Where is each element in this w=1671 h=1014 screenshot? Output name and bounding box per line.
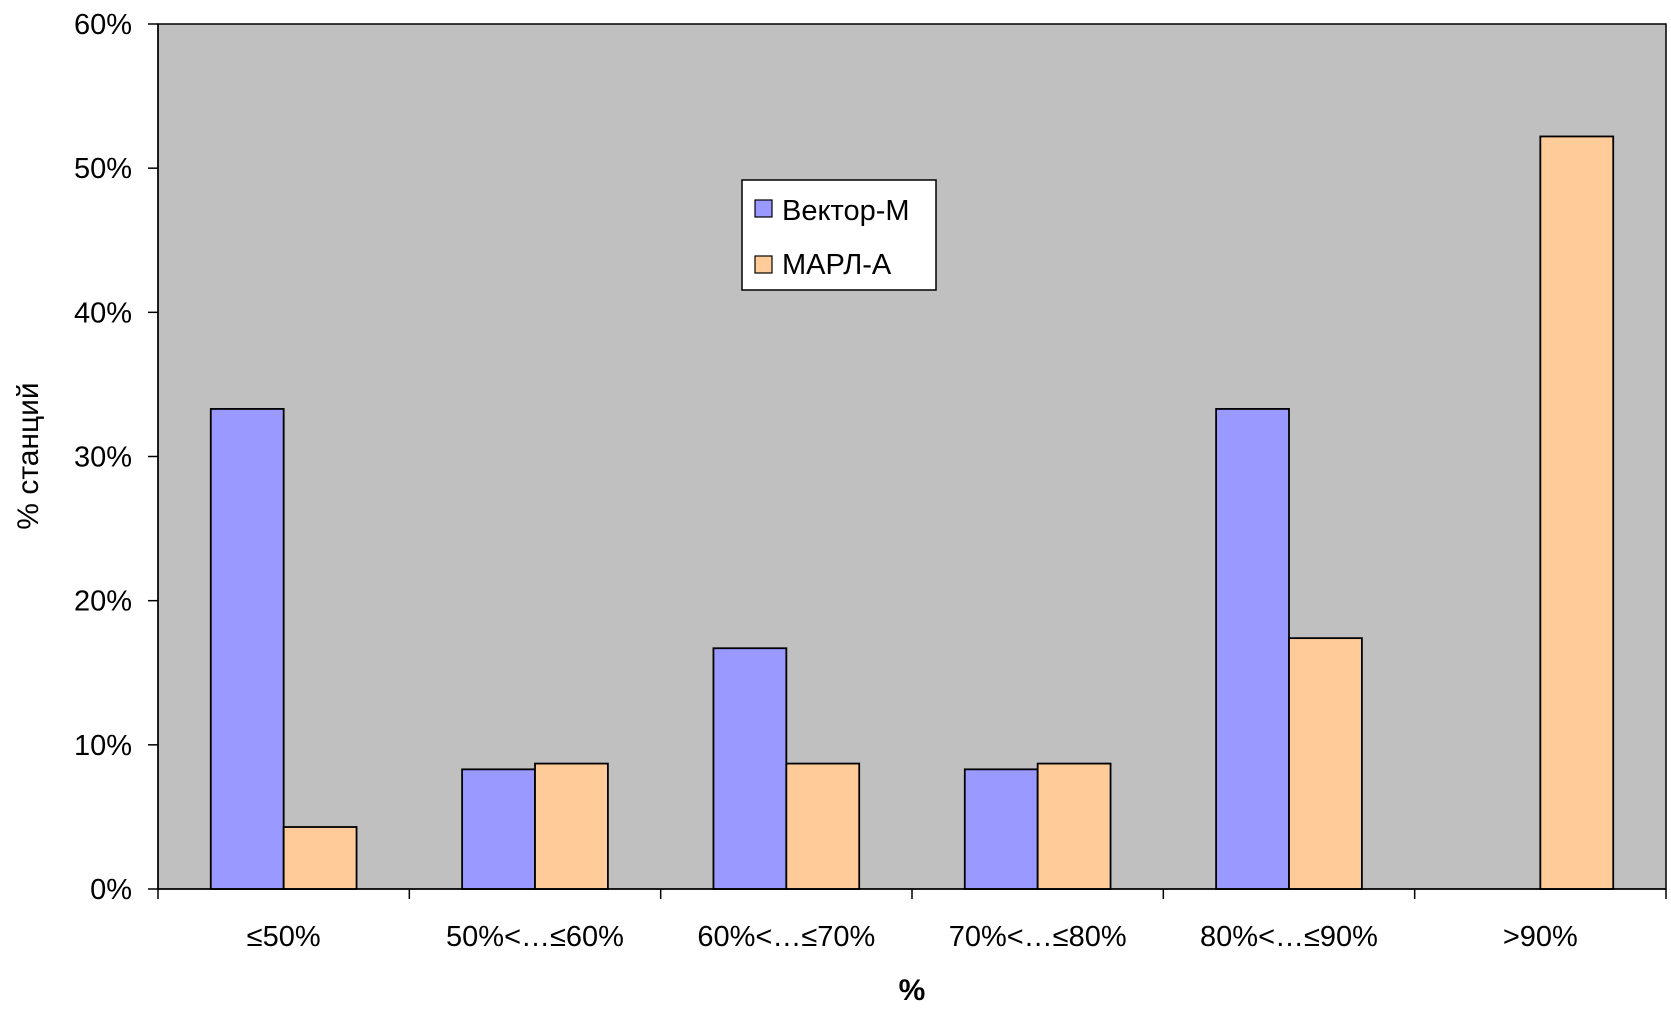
y-axis-title: % станций [12, 382, 45, 529]
bar-vektor-m [1215, 408, 1290, 890]
bar-marl-a [534, 762, 609, 890]
legend-label-vektor: Вектор-М [782, 195, 910, 227]
legend-box [741, 179, 937, 291]
y-tick-label: 50% [74, 153, 132, 185]
bar-marl-a [1539, 135, 1615, 890]
y-tick-label: 0% [90, 874, 132, 906]
bars [209, 135, 1615, 890]
y-tick-label: 30% [74, 442, 132, 474]
legend: Вектор-М МАРЛ-А [741, 179, 937, 291]
bar-vektor-m [461, 768, 536, 890]
y-tick-label: 20% [74, 586, 132, 618]
plot-area [157, 23, 1667, 890]
bar-marl-a [282, 826, 358, 890]
x-tick-label: 80%<…≤90% [1200, 921, 1378, 953]
bar-marl-a [1036, 762, 1112, 890]
bar-marl-a [785, 762, 861, 890]
y-tick-label: 10% [74, 730, 132, 762]
y-tick-label: 40% [74, 297, 132, 329]
x-tick-label: 60%<…≤70% [697, 921, 875, 953]
legend-swatch-marl [754, 255, 773, 274]
x-tick-label: >90% [1503, 921, 1578, 953]
bar-vektor-m [963, 768, 1039, 890]
x-tick-label: ≤50% [247, 921, 321, 953]
y-tick-label: 60% [74, 9, 132, 41]
legend-swatch-vektor [754, 199, 773, 218]
y-axis: 0% 10% 20% 30% 40% 50% 60% [74, 9, 159, 906]
x-axis-title: % [899, 974, 926, 1007]
x-tick-label: 70%<…≤80% [949, 921, 1127, 953]
bar-vektor-m [712, 647, 788, 890]
x-tick-label: 50%<…≤60% [446, 921, 624, 953]
bar-vektor-m [209, 408, 285, 890]
x-axis: ≤50% 50%<…≤60% 60%<…≤70% 70%<…≤80% 80%<…≤90%… [157, 888, 1667, 953]
legend-label-marl: МАРЛ-А [782, 249, 892, 281]
bar-marl-a [1288, 637, 1363, 890]
